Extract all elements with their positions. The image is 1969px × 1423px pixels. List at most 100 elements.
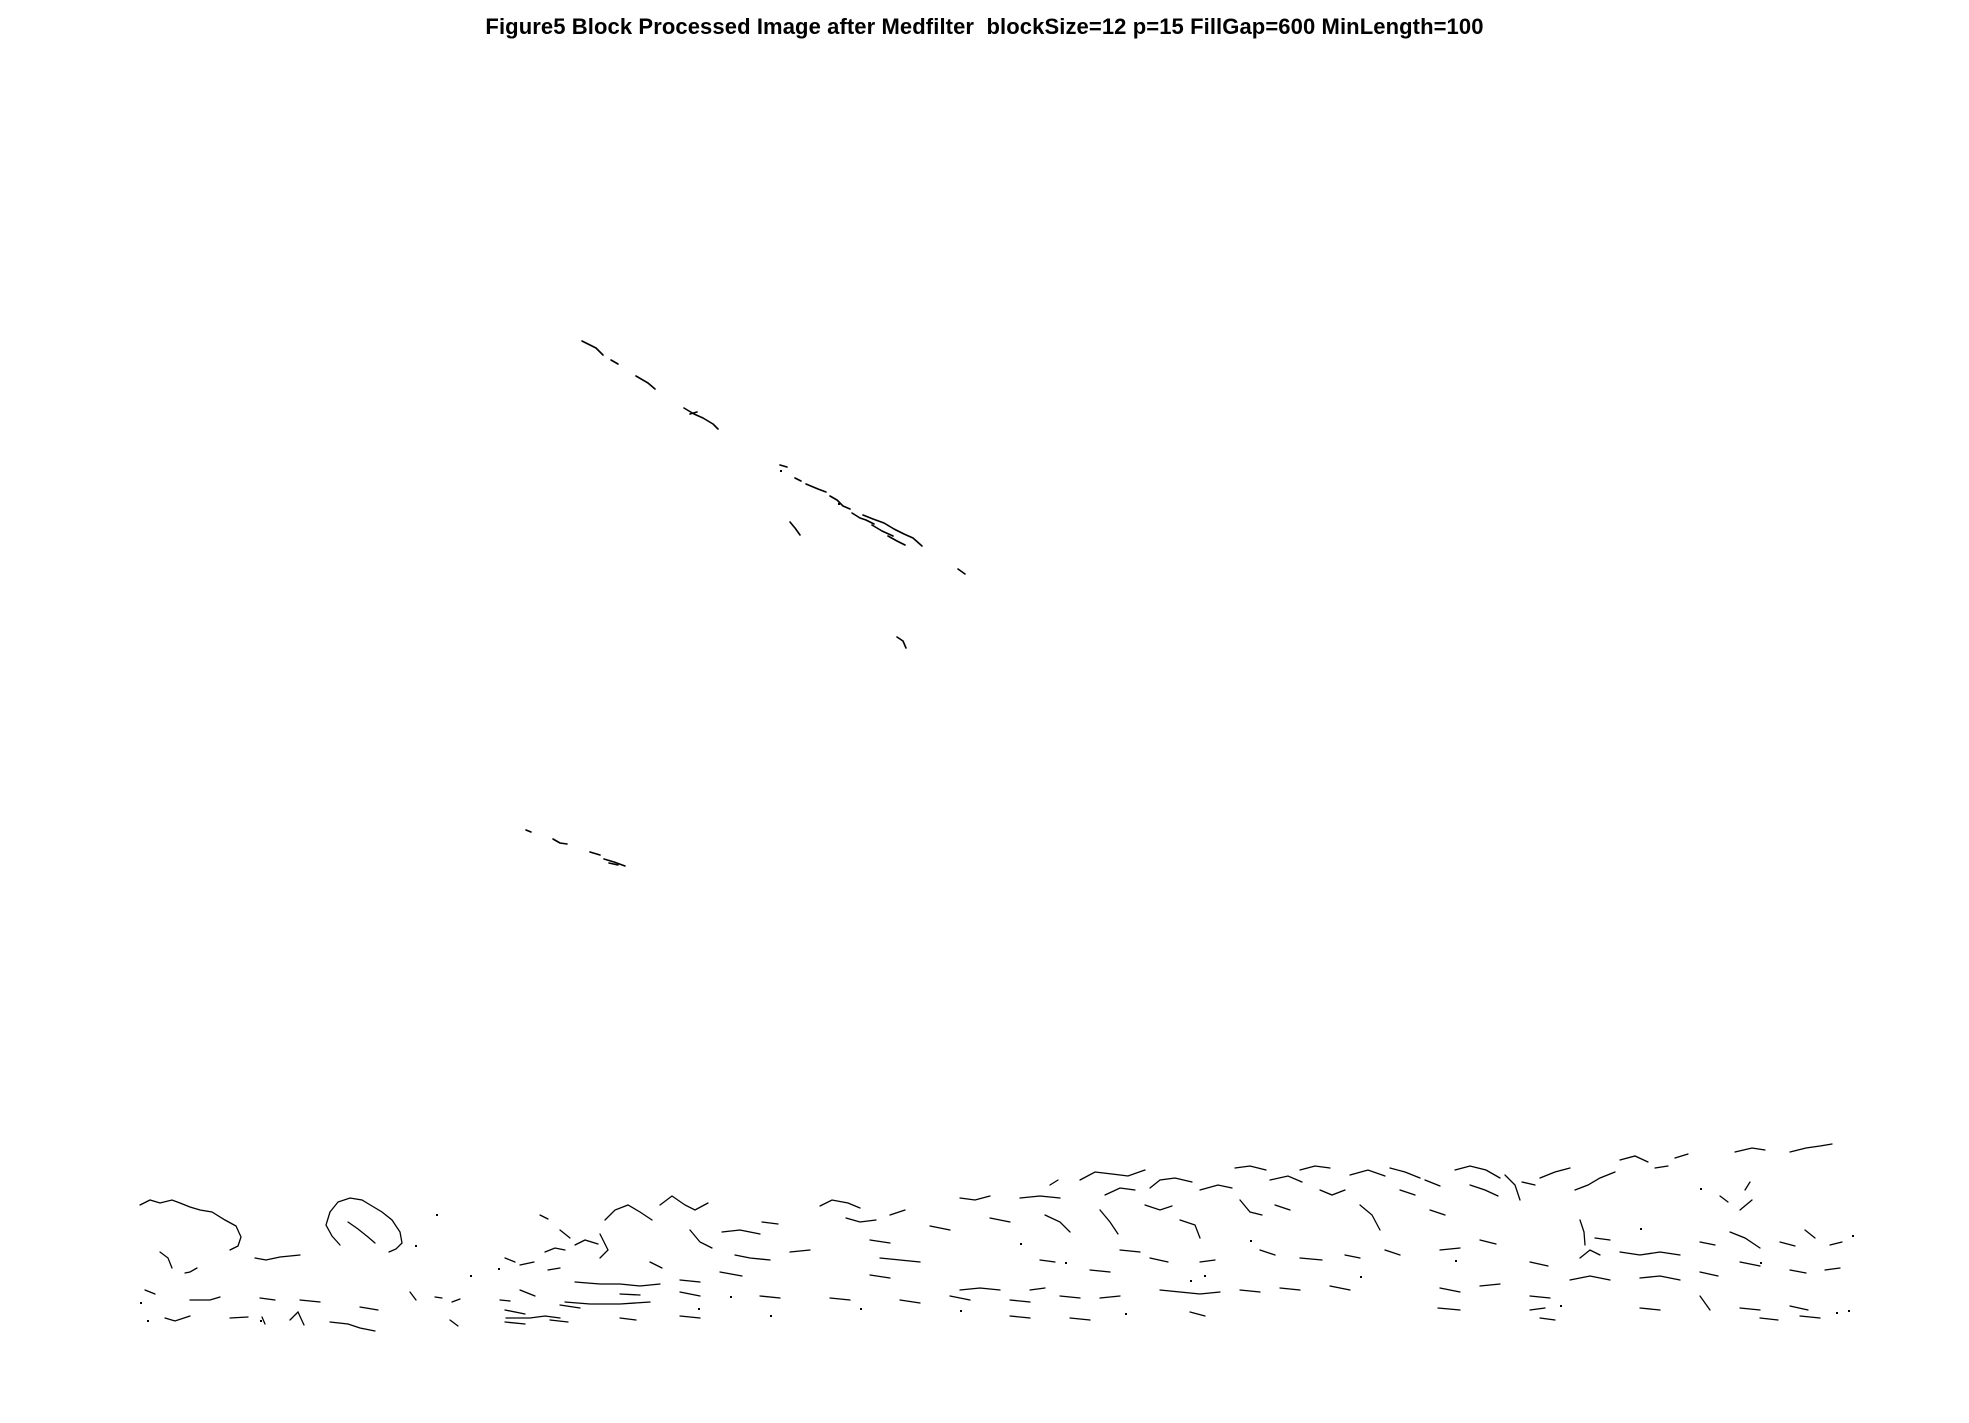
edge-fragment bbox=[574, 1239, 599, 1246]
edge-fragment bbox=[189, 1296, 221, 1301]
edge-fragment bbox=[604, 1204, 653, 1221]
edge-fragment bbox=[759, 1295, 781, 1299]
edge-fragment bbox=[1504, 1174, 1521, 1201]
edge-fragment bbox=[1639, 1275, 1681, 1281]
edge-fragment bbox=[1159, 1289, 1221, 1295]
edge-fragment bbox=[1437, 1307, 1461, 1311]
edge-fragment bbox=[1574, 1171, 1616, 1191]
edge-fragment bbox=[869, 1274, 891, 1279]
edge-speck bbox=[1836, 1312, 1838, 1314]
edge-fragment bbox=[1789, 1143, 1833, 1153]
edge-speck bbox=[260, 1320, 262, 1322]
edge-fragment bbox=[1039, 1259, 1056, 1263]
edge-fragment bbox=[184, 1267, 198, 1274]
edge-fragment bbox=[1119, 1249, 1141, 1253]
edge-fragment bbox=[409, 1291, 417, 1301]
edge-speck bbox=[140, 1302, 142, 1304]
edge-fragment bbox=[504, 1321, 526, 1325]
edge-fragment bbox=[1479, 1239, 1497, 1245]
edge-fragment bbox=[1759, 1317, 1779, 1321]
edge-fragment bbox=[254, 1254, 301, 1261]
edge-fragment bbox=[329, 1197, 403, 1253]
edge-speck bbox=[1204, 1275, 1206, 1277]
edge-fragment bbox=[845, 1217, 877, 1223]
edge-fragment bbox=[1344, 1254, 1361, 1259]
edge-fragment bbox=[649, 1261, 663, 1269]
edge-fragment bbox=[829, 1297, 851, 1301]
edge-fragment bbox=[659, 1195, 709, 1211]
edge-speck bbox=[1760, 1262, 1762, 1264]
edge-fragment bbox=[734, 1254, 771, 1261]
edge-speck bbox=[860, 1308, 862, 1310]
edge-fragment bbox=[1299, 1257, 1323, 1261]
edge-fragment bbox=[603, 858, 626, 867]
edge-speck bbox=[415, 1245, 417, 1247]
edge-fragment bbox=[1079, 1169, 1146, 1181]
edge-fragment bbox=[1439, 1247, 1461, 1251]
edge-fragment bbox=[1729, 1231, 1761, 1249]
edge-fragment bbox=[1744, 1181, 1751, 1191]
edge-fragment bbox=[1049, 1179, 1059, 1186]
edge-fragment bbox=[144, 1289, 156, 1295]
edge-fragment bbox=[549, 1319, 569, 1323]
edge-fragment bbox=[683, 407, 719, 430]
edge-fragment bbox=[679, 1279, 701, 1283]
edge-speck bbox=[1455, 1260, 1457, 1262]
edge-fragment bbox=[1274, 1204, 1291, 1211]
edge-speck bbox=[698, 1308, 700, 1310]
edge-fragment bbox=[869, 1239, 891, 1244]
edge-fragment bbox=[1189, 1311, 1206, 1317]
edge-fragment bbox=[1009, 1315, 1031, 1319]
edge-fragment bbox=[1429, 1209, 1446, 1216]
edge-fragment bbox=[1144, 1204, 1173, 1211]
edge-fragment bbox=[679, 1291, 701, 1297]
edge-fragment bbox=[159, 1251, 173, 1269]
edge-fragment bbox=[1469, 1184, 1499, 1197]
edge-fragment bbox=[1099, 1209, 1119, 1235]
edge-fragment bbox=[899, 1299, 921, 1304]
edge-speck bbox=[498, 1268, 500, 1270]
edge-fragment bbox=[1099, 1295, 1121, 1299]
edge-speck bbox=[1360, 1276, 1362, 1278]
edge-speck bbox=[1560, 1305, 1562, 1307]
edge-fragment bbox=[1439, 1287, 1461, 1293]
edge-fragment bbox=[805, 483, 827, 493]
figure-title: Figure5 Block Processed Image after Medf… bbox=[485, 14, 1484, 39]
edge-fragment bbox=[1029, 1287, 1046, 1291]
edge-fragment bbox=[329, 1321, 376, 1332]
edge-fragment bbox=[794, 477, 802, 482]
edge-fragment bbox=[761, 1221, 779, 1225]
edge-fragment bbox=[862, 514, 923, 547]
edge-fragment bbox=[1779, 1241, 1796, 1247]
edge-speck bbox=[780, 470, 782, 472]
edge-fragment bbox=[779, 464, 788, 468]
edge-fragment bbox=[1529, 1307, 1546, 1311]
edge-fragment bbox=[879, 1257, 921, 1263]
edge-fragment bbox=[1089, 1269, 1111, 1273]
edge-speck bbox=[838, 503, 840, 505]
edge-fragment bbox=[552, 838, 568, 845]
edge-fragment bbox=[539, 1214, 549, 1220]
edge-fragment bbox=[829, 495, 851, 510]
edge-fragment bbox=[871, 524, 894, 537]
edge-speck bbox=[960, 1310, 962, 1312]
edge-fragment bbox=[505, 1315, 561, 1319]
edge-fragment bbox=[559, 1304, 581, 1309]
edge-speck bbox=[770, 1315, 772, 1317]
edge-fragment bbox=[1239, 1289, 1261, 1293]
edge-speck bbox=[147, 1320, 149, 1322]
edge-fragment bbox=[1639, 1307, 1661, 1311]
edge-fragment bbox=[1059, 1295, 1081, 1299]
edge-fragment bbox=[451, 1298, 461, 1303]
edge-fragment bbox=[1799, 1315, 1821, 1319]
edge-fragment bbox=[1044, 1214, 1071, 1233]
edge-fragment bbox=[719, 1271, 743, 1277]
edge-fragment bbox=[1719, 1195, 1729, 1203]
edge-fragment bbox=[1804, 1229, 1816, 1239]
edge-fragment bbox=[789, 521, 801, 536]
edge-fragment bbox=[1824, 1267, 1841, 1271]
edge-fragment bbox=[1149, 1257, 1169, 1263]
edge-fragment bbox=[1009, 1299, 1031, 1303]
edge-fragment bbox=[789, 1249, 811, 1253]
edge-fragment bbox=[589, 851, 601, 856]
